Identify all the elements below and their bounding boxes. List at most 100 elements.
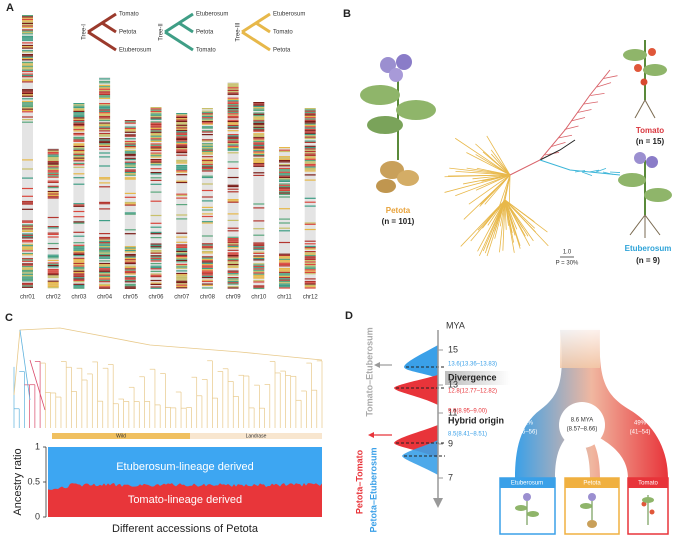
tree-branch [481, 174, 511, 182]
chromosome-stripe [73, 283, 85, 285]
chromosome-stripe [150, 159, 162, 161]
chromosome-stripe [176, 141, 188, 143]
chromosome-stripe [22, 68, 33, 70]
chromosome-stripe [227, 101, 239, 103]
chromosome-stripe [253, 273, 265, 275]
chromosome [22, 15, 33, 288]
chromosome-stripe [73, 119, 85, 122]
chromosome-stripe [279, 218, 290, 220]
tree-branch [581, 171, 593, 176]
tree-branch [490, 149, 511, 176]
chromosome-stripe [227, 240, 239, 242]
chromosome-stripe [227, 124, 239, 127]
chromosome-stripe [176, 280, 188, 282]
chromosome-stripe [176, 258, 188, 260]
chromosome-stripe [124, 246, 136, 248]
chromosome-stripe [150, 274, 162, 276]
chromosome-stripe [99, 260, 111, 262]
chromosome-stripe [227, 227, 239, 229]
tree-branch [479, 174, 511, 207]
chromosome-stripe [253, 109, 265, 111]
chromosome-stripe [304, 284, 316, 286]
chromosome-stripe [253, 287, 265, 290]
chromosome-stripe [99, 116, 111, 118]
chromosome-stripe [150, 143, 162, 145]
chromosome-stripe [99, 240, 111, 242]
chromosome-stripe [201, 170, 213, 172]
chromosome-stripe [22, 50, 33, 52]
group-label: Landrase [246, 433, 267, 439]
chromosome-stripe [73, 278, 85, 280]
chromosome-stripe [253, 159, 265, 161]
chromosome-stripe [150, 144, 162, 146]
chromosome-stripe [47, 171, 59, 173]
chromosome-stripe [253, 144, 265, 147]
chromosome-stripe [227, 106, 239, 108]
chromosome-stripe [150, 136, 162, 139]
chromosome-stripe [253, 151, 265, 153]
tree-leaf: Etuberosum [119, 48, 151, 54]
chromosome-stripe [22, 260, 33, 262]
chromosome-stripe [22, 24, 33, 26]
chromosome-stripe [124, 251, 136, 253]
chromosome-stripe [150, 260, 162, 262]
chromosome-stripe [73, 155, 85, 157]
chromosome-stripe [22, 220, 33, 222]
tree-branch [454, 137, 511, 176]
chromosome-stripe [279, 184, 290, 186]
chromosome-stripe [227, 117, 239, 119]
chromosome-stripe [124, 263, 136, 265]
tick-label: 15 [448, 344, 458, 354]
chromosome-stripe [176, 274, 188, 276]
chromosome-stripe [124, 120, 136, 122]
tree-branch [449, 167, 511, 176]
chromosome-stripe [227, 238, 239, 240]
sample-size: (n = 9) [636, 256, 660, 265]
chromosome-stripe [201, 139, 213, 141]
share-range: (41–54) [630, 430, 651, 436]
chromosome-stripe [73, 153, 85, 155]
chromosome-stripe [304, 267, 316, 270]
chromosome-stripe [22, 269, 33, 271]
scale-label: 1.0 [563, 250, 572, 256]
chromosome-stripe [22, 264, 33, 266]
chromosome-stripe [253, 122, 265, 124]
chromosome-stripe [304, 266, 316, 268]
pair-label: Petota–Etuberosum [368, 447, 378, 532]
chromosome-stripe [304, 110, 316, 112]
chromosome-stripe [176, 272, 188, 275]
tree-branch [577, 109, 592, 113]
chromosome-stripe [150, 130, 162, 132]
chromosome-stripe [124, 129, 136, 131]
chromosome-stripe [99, 138, 111, 140]
chromosome-stripe [124, 155, 136, 157]
chromosome-stripe [201, 279, 213, 281]
chromosome-stripe [47, 259, 59, 261]
chromosome-stripe [304, 161, 316, 163]
pair-label: Petota–Tomato [354, 449, 364, 514]
chromosome-stripe [22, 33, 33, 35]
chromosome-stripe [73, 287, 85, 289]
chromosome-stripe [304, 223, 316, 225]
chromosome-stripe [73, 216, 85, 218]
chromosome-stripe [47, 164, 59, 167]
tree-branch [504, 199, 521, 246]
chromosome-stripe [99, 95, 111, 97]
chromosome-stripe [201, 150, 213, 153]
chromosome-stripe [150, 164, 162, 166]
chromosome-label: chr09 [226, 295, 242, 301]
chromosome-stripe [304, 197, 316, 199]
chromosome-stripe [22, 108, 33, 110]
chromosome-stripe [201, 275, 213, 277]
tree-branch [477, 199, 506, 231]
chromosome-stripe [150, 116, 162, 118]
chromosome-stripe [73, 252, 85, 254]
chromosome-stripe [279, 158, 290, 160]
chromosome-stripe [253, 143, 265, 145]
chromosome-stripe [22, 280, 33, 282]
chromosome-stripe [99, 93, 111, 96]
chromosome-stripe [227, 145, 239, 147]
chromosome-stripe [201, 200, 213, 202]
tree-branch [574, 170, 586, 173]
chromosome-stripe [73, 114, 85, 116]
